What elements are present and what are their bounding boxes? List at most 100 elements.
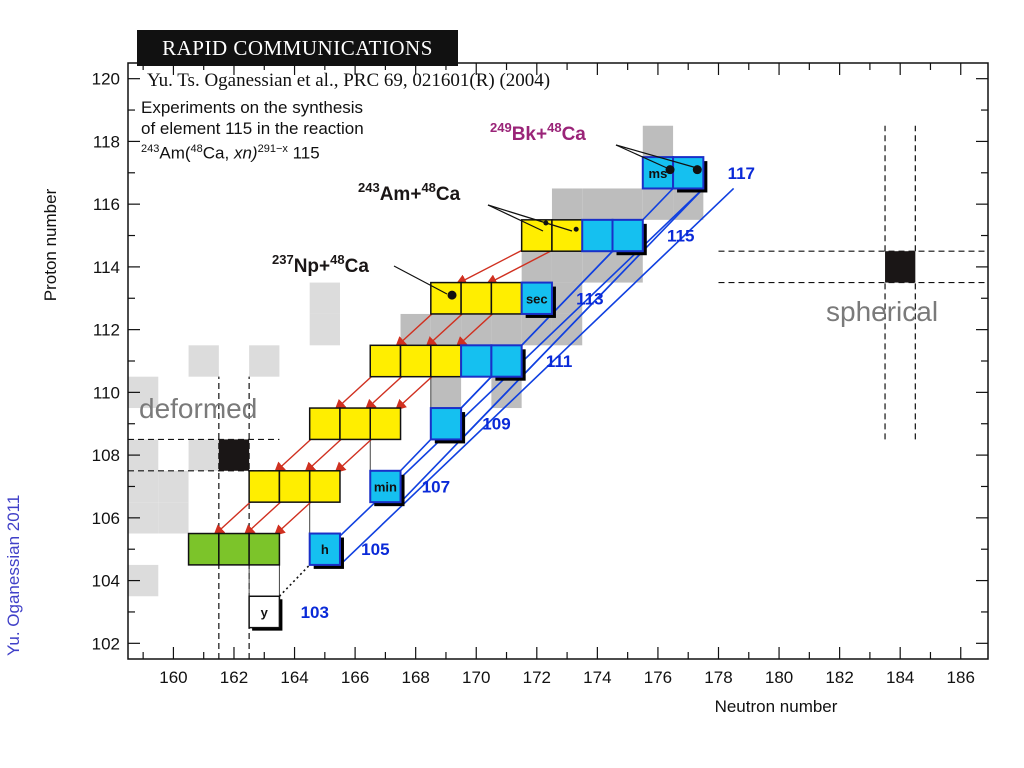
- yellow-nucleus-cell: [248, 470, 281, 503]
- experiment-line-1: Experiments on the synthesis: [141, 98, 364, 117]
- ca-text: Ca,: [202, 143, 234, 163]
- am-mass: 243: [141, 143, 160, 155]
- reaction-label: 249Bk+48Ca: [490, 120, 586, 145]
- x-tick-label: 162: [220, 668, 248, 687]
- reaction-pointer-line: [487, 204, 544, 232]
- closed-shell-nucleus: [218, 439, 250, 471]
- alpha-decay-chain-line: [339, 187, 735, 566]
- target-mass: 249: [490, 120, 512, 135]
- experiment-line-2: of element 115 in the reaction: [141, 119, 364, 138]
- element-z-label: 103: [301, 603, 329, 622]
- known-nucleus-cell: [188, 345, 219, 377]
- half-life-label: sec: [526, 291, 548, 306]
- plus-sign: +: [319, 256, 330, 277]
- x-tick-label: 170: [462, 668, 490, 687]
- reaction-target-dot: [447, 290, 457, 300]
- x-tick-label: 186: [947, 668, 975, 687]
- target-symbol: Np: [294, 256, 319, 277]
- reaction-label-text: 237Np+48Ca: [272, 252, 369, 277]
- reaction-pointer-line: [615, 144, 668, 169]
- reaction-label-text: 243Am+48Ca: [358, 180, 461, 205]
- yellow-nucleus-cell: [369, 344, 402, 378]
- element-z-label: 113: [576, 289, 603, 308]
- yellow-nucleus-cell: [369, 407, 402, 441]
- projectile-mass: 48: [330, 252, 344, 267]
- predicted-region-cell: [430, 376, 462, 409]
- y-axis-title: Proton number: [41, 188, 60, 301]
- yellow-nucleus-cell: [551, 219, 583, 252]
- reaction-target-dot: [665, 165, 675, 175]
- citation-text: Yu. Ts. Oganessian et al., PRC 69, 02160…: [147, 70, 551, 91]
- decay-arrow: [394, 373, 436, 411]
- decay-arrow: [455, 310, 497, 348]
- element-z-label: 105: [361, 540, 389, 559]
- decay-arrow: [213, 498, 255, 537]
- compound-mass: 291−x: [257, 143, 288, 155]
- cyan-nucleus-cell: [429, 407, 463, 441]
- known-nucleus-cell: [188, 439, 219, 471]
- cyan-nucleus-cell: [520, 281, 553, 315]
- decay-arrow: [455, 247, 527, 285]
- projectile-symbol: Ca: [436, 184, 461, 205]
- x-tick-label: 160: [159, 668, 187, 687]
- projectile-symbol: Ca: [562, 124, 587, 145]
- spherical-label: spherical: [826, 296, 939, 327]
- x-tick-label: 178: [704, 668, 732, 687]
- decay-arrow: [394, 310, 436, 348]
- y-tick-label: 102: [92, 634, 120, 653]
- alpha-decay-chain-line: [460, 250, 644, 440]
- element-z-label: 115: [667, 227, 694, 246]
- decay-arrow: [425, 310, 467, 348]
- predicted-region-cell: [582, 188, 613, 220]
- yellow-nucleus-cell: [278, 470, 311, 503]
- xn-text: xn): [233, 143, 258, 163]
- reaction-pointer-line: [393, 265, 448, 295]
- y-tick-label: 120: [92, 70, 120, 89]
- plus-sign: +: [410, 184, 421, 205]
- cyan-nucleus-cell: [490, 344, 523, 378]
- predicted-region-cell: [551, 251, 583, 283]
- white-nucleus-cell: [248, 595, 281, 629]
- yellow-nucleus-cell: [460, 281, 493, 315]
- decay-arrow: [334, 435, 376, 474]
- predicted-region-cell: [521, 251, 552, 283]
- y-tick-label: 118: [93, 132, 120, 151]
- x-tick-label: 172: [523, 668, 551, 687]
- yellow-nucleus-cell: [490, 281, 523, 315]
- cyan-nucleus-cell: [369, 469, 402, 504]
- cyan-nucleus-cell: [460, 344, 493, 378]
- yellow-nucleus-cell: [308, 407, 341, 441]
- y-tick-label: 106: [92, 509, 120, 528]
- projectile-mass: 48: [547, 120, 561, 135]
- known-nucleus-cell: [309, 282, 340, 314]
- x-tick-label: 168: [401, 668, 429, 687]
- green-nucleus-cell: [248, 532, 281, 566]
- x-tick-label: 184: [886, 668, 914, 687]
- y-tick-label: 116: [93, 195, 120, 214]
- known-nucleus-cell: [309, 313, 340, 346]
- decay-arrow: [334, 373, 376, 411]
- predicted-region-cell: [642, 125, 674, 158]
- yellow-nucleus-cell: [339, 407, 372, 441]
- x-tick-label: 174: [583, 668, 611, 687]
- reaction-target-dot: [573, 226, 579, 232]
- element-z-label: 109: [482, 415, 510, 434]
- known-nucleus-cell: [249, 345, 280, 377]
- element-z-label: 111: [546, 352, 573, 371]
- y-tick-label: 108: [92, 446, 120, 465]
- ca-mass: 48: [190, 143, 203, 155]
- decay-arrow: [243, 498, 285, 537]
- green-nucleus-cell: [218, 532, 250, 566]
- x-tick-label: 166: [341, 668, 369, 687]
- decay-arrow: [485, 247, 557, 285]
- experiment-line-3: 243Am(48Ca, xn)291−x 115: [141, 139, 364, 164]
- predicted-region-cell: [551, 188, 583, 220]
- green-nucleus-cell: [187, 532, 220, 566]
- half-life-label: h: [321, 542, 329, 557]
- projectile-symbol: Ca: [345, 256, 370, 277]
- closed-shell-nucleus: [885, 251, 916, 283]
- side-credit: Yu. Oganessian 2011: [4, 494, 23, 656]
- decay-arrow: [273, 435, 315, 474]
- y-tick-label: 112: [93, 321, 120, 340]
